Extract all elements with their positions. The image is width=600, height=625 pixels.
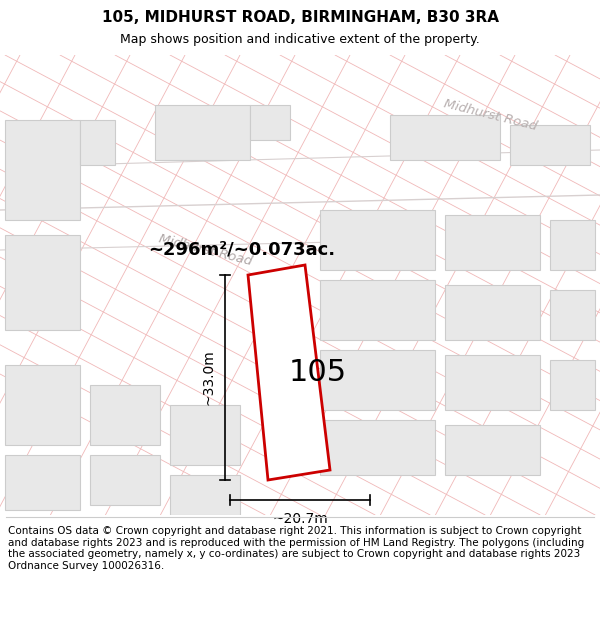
Text: Midhurst Road: Midhurst Road xyxy=(442,97,538,133)
Text: Map shows position and indicative extent of the property.: Map shows position and indicative extent… xyxy=(120,33,480,46)
Polygon shape xyxy=(320,280,435,340)
Text: 105, MIDHURST ROAD, BIRMINGHAM, B30 3RA: 105, MIDHURST ROAD, BIRMINGHAM, B30 3RA xyxy=(101,10,499,25)
Text: ~296m²/~0.073ac.: ~296m²/~0.073ac. xyxy=(148,241,335,259)
Polygon shape xyxy=(445,215,540,270)
Polygon shape xyxy=(445,355,540,410)
Polygon shape xyxy=(320,350,435,410)
Polygon shape xyxy=(390,115,500,160)
Polygon shape xyxy=(90,385,160,445)
Polygon shape xyxy=(320,210,435,270)
Polygon shape xyxy=(5,365,80,445)
Text: ~20.7m: ~20.7m xyxy=(272,512,328,526)
Polygon shape xyxy=(90,455,160,505)
Polygon shape xyxy=(5,235,80,330)
Polygon shape xyxy=(550,360,595,410)
Polygon shape xyxy=(510,125,590,165)
Text: Contains OS data © Crown copyright and database right 2021. This information is : Contains OS data © Crown copyright and d… xyxy=(8,526,584,571)
Text: ~33.0m: ~33.0m xyxy=(201,349,215,406)
Polygon shape xyxy=(550,290,595,340)
Polygon shape xyxy=(155,105,250,160)
Polygon shape xyxy=(170,475,240,515)
Polygon shape xyxy=(445,285,540,340)
Polygon shape xyxy=(5,120,80,220)
Polygon shape xyxy=(250,105,290,140)
Polygon shape xyxy=(320,420,435,475)
Polygon shape xyxy=(248,265,330,480)
Polygon shape xyxy=(5,455,80,510)
Polygon shape xyxy=(170,405,240,465)
Polygon shape xyxy=(80,120,115,165)
Polygon shape xyxy=(445,425,540,475)
Text: Midhurst Road: Midhurst Road xyxy=(157,232,253,268)
Text: 105: 105 xyxy=(289,358,347,387)
Polygon shape xyxy=(550,220,595,270)
